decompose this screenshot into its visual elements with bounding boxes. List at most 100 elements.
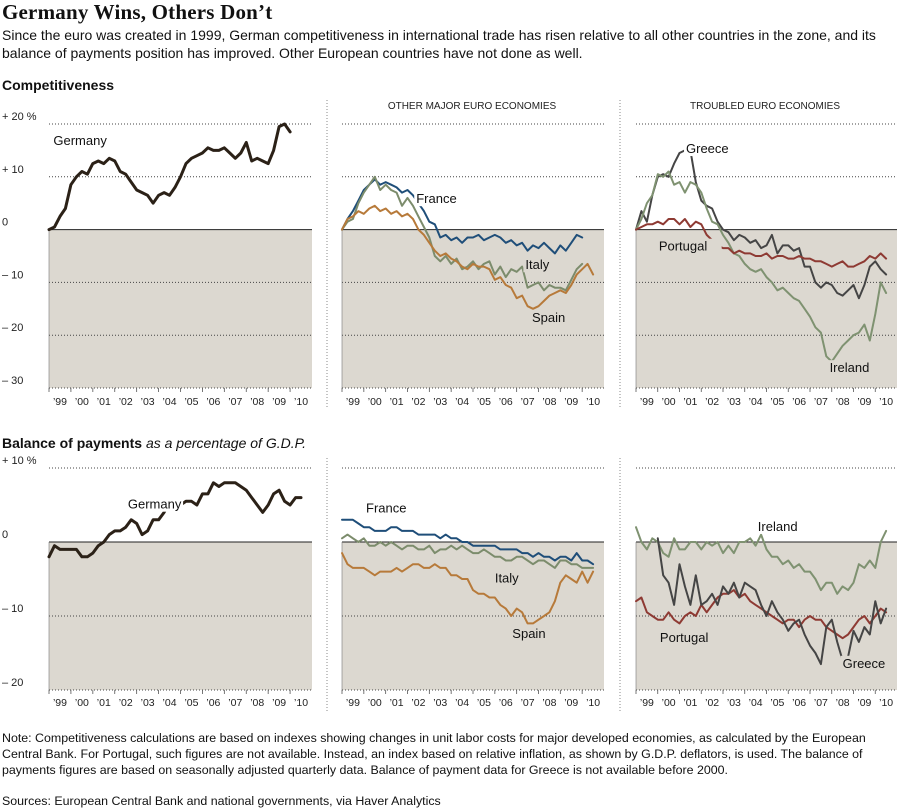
series-label-germany: Germany	[128, 497, 182, 512]
series-line-portugal	[635, 589, 888, 640]
series-line-italy	[341, 533, 595, 569]
x-tick-label: ’05	[184, 396, 198, 408]
series-line-greece	[635, 149, 888, 300]
series-label-ireland: Ireland	[758, 519, 798, 534]
x-tick-label: ’09	[857, 697, 871, 709]
series-label-france: France	[416, 191, 456, 206]
series-line-italy	[341, 175, 584, 292]
panel-balance-troubled: ’99 ’00 ’01 ’02 ’03 ’04 ’05 ’06 ’07 ’08 ’09 ’10 Irel…	[635, 467, 897, 709]
x-tick-label: ’08	[836, 697, 850, 709]
x-tick-label: ’00	[75, 396, 89, 408]
y-tick-label: – 20	[2, 677, 23, 689]
y-tick-label: – 10	[2, 269, 23, 281]
negative-region	[342, 542, 604, 690]
x-tick-label: ’07	[814, 396, 828, 408]
series-label-bg	[684, 141, 734, 157]
x-tick-label: ’03	[141, 697, 155, 709]
x-tick-label: ’10	[586, 396, 600, 408]
series-label-bg	[657, 629, 723, 645]
x-tick-label: ’07	[814, 697, 828, 709]
x-tick-label: ’05	[477, 697, 491, 709]
series-line-germany	[47, 122, 292, 232]
x-tick-label: ’07	[521, 697, 535, 709]
x-tick-label: ’08	[542, 697, 556, 709]
x-tick-label: ’10	[294, 396, 308, 408]
series-label-bg	[656, 238, 722, 254]
series-label-portugal: Portugal	[660, 630, 709, 645]
x-tick-label: ’00	[368, 396, 382, 408]
series-label-bg	[414, 191, 464, 207]
section-title-balance: Balance of payments as a percentage of G…	[2, 435, 306, 451]
series-line-ireland	[635, 170, 888, 363]
y-tick-label: + 10	[2, 164, 24, 176]
x-tick-label: ’04	[163, 396, 177, 408]
panel-competitiveness-germany: + 20 % + 10 0 – 10 – 20 – 30 ’99 ’00 ’01 ’02 ’03 ’0…	[2, 111, 312, 408]
series-label-bg	[492, 570, 535, 586]
x-tick-label: ’99	[346, 697, 360, 709]
y-tick-label: 0	[2, 217, 8, 229]
x-tick-label: ’04	[749, 697, 763, 709]
x-tick-label: ’99	[640, 396, 654, 408]
x-tick-label: ’04	[749, 396, 763, 408]
x-tick-label: ’07	[228, 396, 242, 408]
x-tick-label: ’10	[879, 697, 893, 709]
x-tick-label: ’02	[411, 697, 425, 709]
y-tick-label: – 20	[2, 322, 23, 334]
x-tick-label: ’05	[477, 396, 491, 408]
panel-competitiveness-other-major: ’99 ’00 ’01 ’02 ’03 ’04 ’05 ’06 ’07 ’08 ’09 ’10 Fran…	[341, 123, 604, 408]
x-tick-label: ’05	[770, 697, 784, 709]
series-label-ireland: Ireland	[830, 360, 870, 375]
x-tick-label: ’99	[640, 697, 654, 709]
series-label-bg	[51, 133, 109, 149]
balance-title: Balance of payments	[2, 435, 143, 451]
x-tick-label: ’01	[683, 697, 697, 709]
series-label-bg	[529, 310, 572, 325]
panel-header-troubled: TROUBLED EURO ECONOMIES	[690, 101, 840, 112]
x-tick-label: ’05	[184, 697, 198, 709]
x-tick-label: ’10	[586, 697, 600, 709]
series-label-greece: Greece	[843, 656, 886, 671]
x-tick-label: ’03	[433, 697, 447, 709]
x-tick-label: ’09	[564, 697, 578, 709]
headline: Germany Wins, Others Don’t	[2, 0, 273, 24]
x-tick-label: ’01	[97, 396, 111, 408]
x-tick-label: ’03	[141, 396, 155, 408]
x-tick-label: ’01	[683, 396, 697, 408]
series-line-spain	[341, 552, 595, 625]
x-tick-label: ’01	[97, 697, 111, 709]
sources: Sources: European Central Bank and natio…	[2, 794, 441, 808]
y-tick-label: – 10	[2, 603, 23, 615]
series-line-portugal	[635, 218, 888, 268]
x-tick-label: ’00	[368, 697, 382, 709]
footnote: Note: Competitiveness calculations are b…	[2, 731, 866, 777]
x-tick-label: ’07	[521, 396, 535, 408]
x-tick-label: ’10	[294, 697, 308, 709]
series-label-bg	[755, 518, 813, 534]
x-tick-label: ’99	[53, 697, 67, 709]
x-tick-label: ’02	[119, 396, 133, 408]
x-tick-label: ’08	[250, 396, 264, 408]
x-tick-label: ’10	[879, 396, 893, 408]
x-tick-label: ’06	[206, 697, 220, 709]
balance-subtitle: as a percentage of G.D.P.	[145, 435, 307, 451]
y-tick-label: + 10 %	[2, 455, 37, 467]
x-tick-label: ’04	[455, 697, 469, 709]
series-label-italy: Italy	[495, 571, 519, 586]
series-line-france	[341, 178, 584, 255]
x-tick-label: ’09	[272, 396, 286, 408]
series-label-bg	[125, 496, 184, 512]
x-tick-label: ’00	[75, 697, 89, 709]
x-tick-label: ’06	[792, 396, 806, 408]
x-tick-label: ’09	[857, 396, 871, 408]
y-tick-label: + 20 %	[2, 111, 37, 123]
series-line-france	[341, 518, 595, 566]
series-label-bg	[523, 257, 566, 273]
series-line-spain	[341, 204, 595, 310]
series-label-greece: Greece	[686, 141, 729, 156]
x-tick-label: ’02	[705, 697, 719, 709]
x-tick-label: ’00	[662, 697, 676, 709]
x-tick-label: ’03	[727, 396, 741, 408]
series-label-spain: Spain	[512, 626, 545, 641]
x-tick-label: ’09	[564, 396, 578, 408]
panel-balance-germany: + 10 % 0 – 10 – 20 ’99 ’00 ’01 ’02 ’03 ’04 ’05 ’06 ’…	[2, 455, 312, 709]
